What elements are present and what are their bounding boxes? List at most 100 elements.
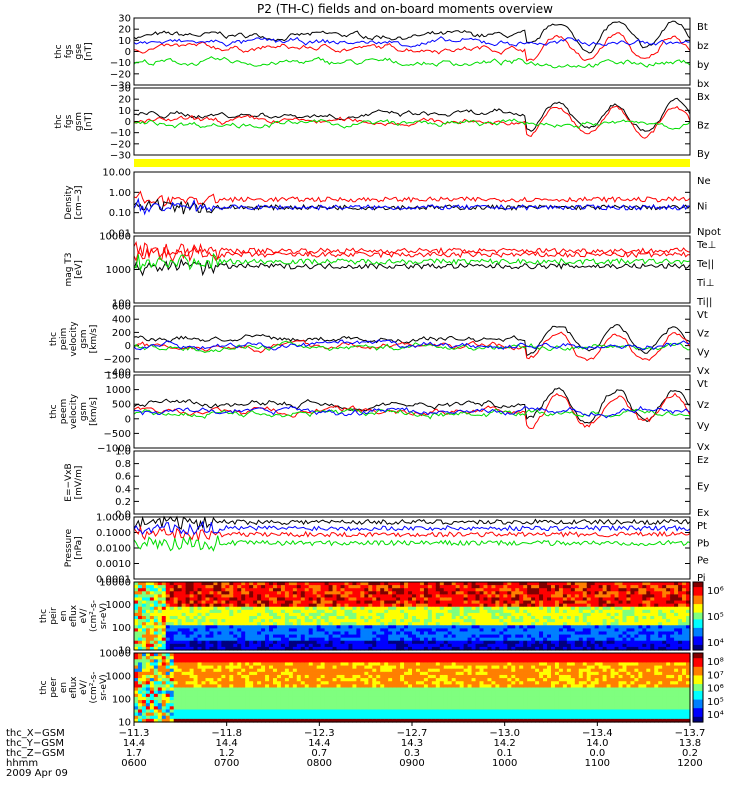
spectrogram-cell (276, 709, 282, 714)
spectrogram-cell (340, 687, 346, 692)
y-axis-label: [eV] (74, 260, 84, 279)
spectrogram-cell (273, 646, 278, 651)
spectrogram-cell (439, 603, 445, 608)
spectrogram-cell (376, 681, 381, 685)
spectrogram-cell (551, 634, 556, 639)
spectrogram-cell (324, 703, 330, 707)
spectrogram-cell (554, 585, 560, 589)
spectrogram-cell (392, 715, 397, 720)
spectrogram-cell (161, 665, 167, 670)
spectrogram-cell (189, 681, 195, 685)
spectrogram-cell (316, 662, 322, 667)
spectrogram-cell (169, 703, 175, 707)
spectrogram-cell (467, 616, 473, 620)
spectrogram-cell (380, 609, 385, 614)
spectrogram-cell (173, 622, 179, 626)
spectrogram-cell (257, 600, 262, 605)
spectrogram-cell (348, 634, 354, 639)
spectrogram-cell (642, 591, 647, 595)
colorbar-cell (693, 597, 703, 600)
spectrogram-cell (590, 625, 596, 629)
spectrogram-cell (392, 597, 397, 602)
spectrogram-cell (185, 616, 191, 620)
spectrogram-cell (276, 640, 282, 645)
spectrogram-cell (638, 625, 643, 629)
spectrogram-cell (193, 690, 199, 695)
spectrogram-cell (554, 631, 560, 636)
spectrogram-cell (400, 665, 405, 670)
spectrogram-cell (415, 690, 421, 695)
spectrogram-cell (209, 625, 215, 629)
spectrogram-cell (360, 709, 365, 714)
spectrogram-cell (296, 640, 302, 645)
spectrogram-cell (177, 715, 183, 720)
spectrogram-cell (336, 668, 342, 673)
spectrogram-cell (392, 693, 397, 698)
spectrogram-cell (205, 706, 211, 711)
spectrogram-cell (368, 637, 373, 642)
spectrogram-cell (376, 715, 381, 720)
spectrogram-cell (618, 597, 624, 602)
y-tick-label: 0.2 (115, 497, 131, 508)
spectrogram-cell (412, 687, 417, 692)
spectrogram-cell (384, 706, 389, 711)
spectrogram-cell (547, 628, 552, 633)
spectrogram-cell (201, 687, 207, 692)
spectrogram-cell (145, 637, 151, 642)
spectrogram-cell (209, 634, 215, 639)
spectrogram-cell (261, 643, 266, 648)
spectrogram-cell (356, 700, 361, 704)
spectrogram-cell (201, 656, 207, 660)
spectrogram-cell (185, 591, 191, 595)
spectrogram-cell (594, 625, 600, 629)
spectrogram-cell (618, 582, 624, 586)
spectrogram-cell (678, 634, 683, 639)
spectrogram-cell (213, 591, 218, 595)
spectrogram-cell (475, 619, 481, 623)
spectrogram-cell (622, 609, 628, 614)
spectrogram-cell (213, 700, 218, 704)
spectrogram-cell (253, 671, 258, 676)
spectrogram-cell (376, 700, 381, 704)
spectrogram-cell (372, 628, 377, 633)
spectrogram-cell (531, 594, 536, 599)
spectrogram-cell (134, 709, 139, 714)
spectrogram-cell (316, 600, 322, 605)
spectrogram-cell (360, 582, 365, 586)
spectrogram-cell (570, 588, 576, 592)
spectrogram-cell (479, 619, 485, 623)
spectrogram-cell (368, 603, 373, 608)
spectrogram-cell (134, 603, 139, 608)
spectrogram-cell (292, 585, 298, 589)
spectrogram-cell (173, 653, 179, 657)
spectrogram-cell (344, 696, 350, 701)
spectrogram-cell (368, 631, 373, 636)
legend-label: Ti⊥ (696, 278, 714, 289)
spectrogram-cell (324, 674, 330, 679)
spectrogram-cell (344, 662, 350, 667)
spectrogram-cell (344, 582, 350, 586)
spectrogram-cell (388, 696, 393, 701)
spectrogram-cell (165, 712, 171, 717)
spectrogram-cell (229, 674, 234, 679)
spectrogram-cell (296, 585, 302, 589)
spectrogram-cell (511, 603, 516, 608)
spectrogram-cell (261, 700, 266, 704)
spectrogram-cell (455, 643, 461, 648)
spectrogram-cell (189, 619, 195, 623)
spectrogram-cell (229, 640, 234, 645)
spectrogram-cell (153, 684, 159, 689)
spectrogram-cell (380, 643, 385, 648)
spectrogram-cell (189, 678, 195, 682)
spectrogram-cell (404, 625, 409, 629)
spectrogram-cell (527, 600, 532, 605)
spectrogram-cell (221, 594, 226, 599)
spectrogram-cell (618, 609, 624, 614)
spectrogram-cell (491, 600, 496, 605)
spectrogram-cell (273, 696, 278, 701)
spectrogram-cell (229, 684, 234, 689)
spectrogram-cell (682, 582, 687, 586)
spectrogram-cell (511, 594, 516, 599)
spectrogram-cell (141, 665, 147, 670)
spectrogram-cell (221, 671, 226, 676)
